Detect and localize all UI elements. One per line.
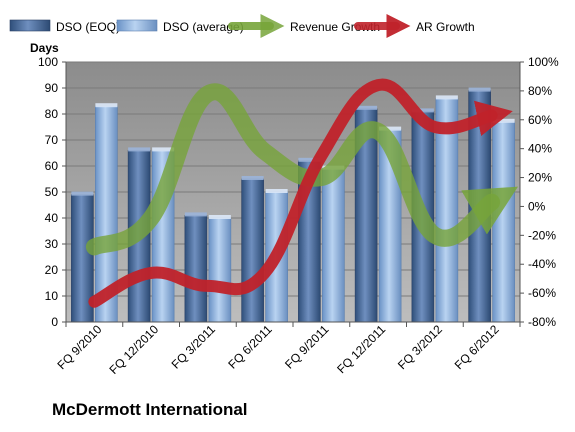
bar-dso-eoq-top <box>128 147 151 152</box>
left-tick-label: 10 <box>45 289 59 303</box>
left-tick-label: 30 <box>45 237 59 251</box>
bar-dso-average <box>492 121 515 323</box>
left-tick-label: 50 <box>45 185 59 199</box>
bar-dso-eoq-top <box>71 191 94 196</box>
bar-dso-average <box>322 168 345 323</box>
left-tick-label: 60 <box>45 159 59 173</box>
right-tick-label: 100% <box>528 55 559 69</box>
left-tick-label: 70 <box>45 133 59 147</box>
x-tick-label: FQ 12/2011 <box>334 322 388 376</box>
line-revenue-growth <box>85 83 519 256</box>
bar-dso-average-top <box>265 189 288 193</box>
bar-dso-eoq-top <box>411 108 434 113</box>
right-tick-label: 40% <box>528 142 552 156</box>
right-tick-label: 60% <box>528 113 552 127</box>
x-axis: FQ 9/2010 FQ 12/2010 FQ 3/2011 FQ 6/2011 FQ … <box>55 321 521 377</box>
bar-dso-average-top <box>152 147 175 152</box>
bar-dso-eoq-top <box>468 87 491 92</box>
y-axis-title: Days <box>30 41 59 55</box>
left-tick-label: 90 <box>45 81 59 95</box>
left-tick-label: 0 <box>51 315 58 329</box>
left-axis: 0 10 20 30 40 50 60 70 80 90 100 <box>38 55 67 329</box>
bar-dso-eoq-top <box>355 105 378 110</box>
right-tick-label: 20% <box>528 171 552 185</box>
bar-dso-average-top <box>379 126 402 131</box>
bar-dso-eoq <box>184 215 208 323</box>
right-tick-label: -80% <box>528 315 556 329</box>
left-tick-label: 80 <box>45 107 59 121</box>
bar-dso-average-top <box>95 103 118 108</box>
line-ar-growth <box>88 78 513 308</box>
legend-label: DSO (EOQ) <box>56 20 120 34</box>
x-tick-label: FQ 6/2011 <box>225 322 275 372</box>
right-axis: -80% -60% -40% -20% 0% 20% 40% 60% 80% 100% <box>519 55 559 329</box>
legend-label: AR Growth <box>416 20 475 34</box>
legend-swatch-dso-average <box>116 19 158 32</box>
x-tick-label: FQ 12/2010 <box>107 322 162 377</box>
left-tick-label: 20 <box>45 263 59 277</box>
chart-title: McDermott International <box>52 400 248 419</box>
bar-dso-average-top <box>435 95 458 100</box>
legend: DSO (EOQ) DSO (average) Revenue Growth AR G… <box>9 14 475 38</box>
right-tick-label: 0% <box>528 199 546 213</box>
bar-dso-eoq-top <box>298 157 321 162</box>
right-tick-label: 80% <box>528 84 552 98</box>
x-tick-label: FQ 9/2010 <box>55 322 105 372</box>
right-tick-label: -20% <box>528 228 556 242</box>
legend-label: DSO (average) <box>163 20 244 34</box>
x-tick-label: FQ 6/2012 <box>452 322 502 372</box>
bar-dso-average-top <box>208 215 231 219</box>
x-tick-label: FQ 3/2011 <box>169 322 219 372</box>
right-tick-label: -40% <box>528 257 556 271</box>
x-tick-label: FQ 3/2012 <box>395 322 445 372</box>
bar-dso-eoq-top <box>241 176 264 180</box>
x-tick-label: FQ 9/2011 <box>282 322 332 372</box>
legend-swatch-dso-eoq <box>9 19 51 32</box>
right-tick-label: -60% <box>528 286 556 300</box>
left-tick-label: 100 <box>38 55 58 69</box>
bar-dso-eoq <box>241 178 264 323</box>
line-series <box>85 78 519 308</box>
bar-dso-eoq-top <box>184 212 207 217</box>
bar-dso-average <box>208 217 232 323</box>
left-tick-label: 40 <box>45 211 59 225</box>
